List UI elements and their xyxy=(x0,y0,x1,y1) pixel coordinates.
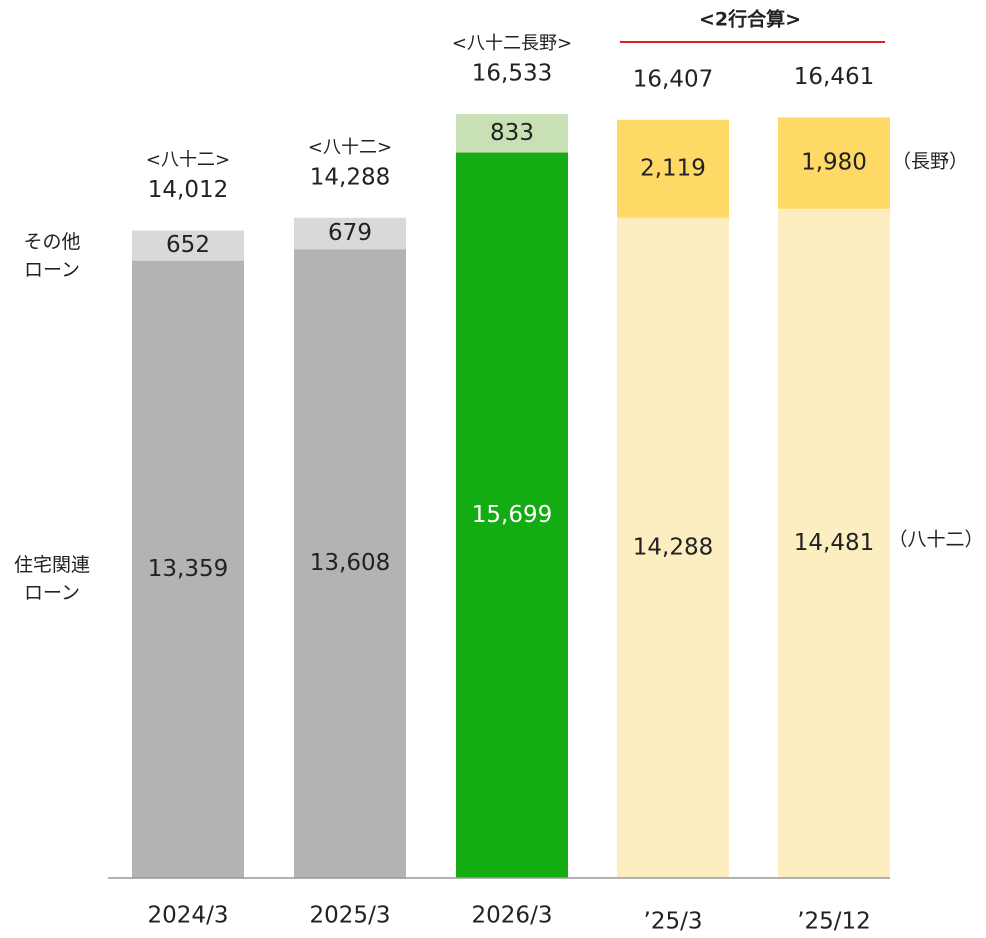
total-label: 16,533 xyxy=(472,61,552,87)
bar-segment xyxy=(456,152,568,878)
bar-header: <八十二> xyxy=(146,150,230,171)
value-label: 679 xyxy=(328,220,372,246)
bar-header: <八十二> xyxy=(308,137,392,158)
value-label: 13,359 xyxy=(148,556,228,582)
value-label: 14,481 xyxy=(794,530,874,556)
value-label: 2,119 xyxy=(640,155,706,181)
legend-label: 住宅関連 ローン xyxy=(13,554,90,604)
annotation: （長野） xyxy=(892,151,968,173)
bar-segment xyxy=(294,249,406,878)
total-label: 16,461 xyxy=(794,64,874,90)
total-label: 16,407 xyxy=(633,66,713,92)
value-label: 833 xyxy=(490,120,534,146)
bar-header: <八十二長野> xyxy=(452,33,572,54)
bar-segment xyxy=(617,119,729,218)
legend-label: その他 ローン xyxy=(23,231,81,281)
bar-segment xyxy=(132,260,244,878)
x-tick-label: 2025/3 xyxy=(310,903,391,929)
total-label: 14,012 xyxy=(148,177,228,203)
x-tick-label: 2026/3 xyxy=(472,903,553,929)
bar-segment xyxy=(456,114,568,153)
bar-segment xyxy=(617,217,729,878)
value-label: 15,699 xyxy=(472,502,552,528)
x-tick-label: ’25/12 xyxy=(797,909,871,935)
bar-segment xyxy=(132,230,244,261)
bar-segment xyxy=(778,208,890,878)
value-label: 14,288 xyxy=(633,534,713,560)
bar-segment xyxy=(778,117,890,209)
bar-segment xyxy=(294,217,406,250)
x-tick-label: ’25/3 xyxy=(644,909,703,935)
value-label: 1,980 xyxy=(801,150,867,176)
x-tick-label: 2024/3 xyxy=(148,903,229,929)
total-label: 14,288 xyxy=(310,164,390,190)
annotation: （八十二） xyxy=(888,529,983,551)
value-label: 13,608 xyxy=(310,550,390,576)
value-label: 652 xyxy=(166,232,210,258)
group-header: <2行合算> xyxy=(699,8,801,31)
